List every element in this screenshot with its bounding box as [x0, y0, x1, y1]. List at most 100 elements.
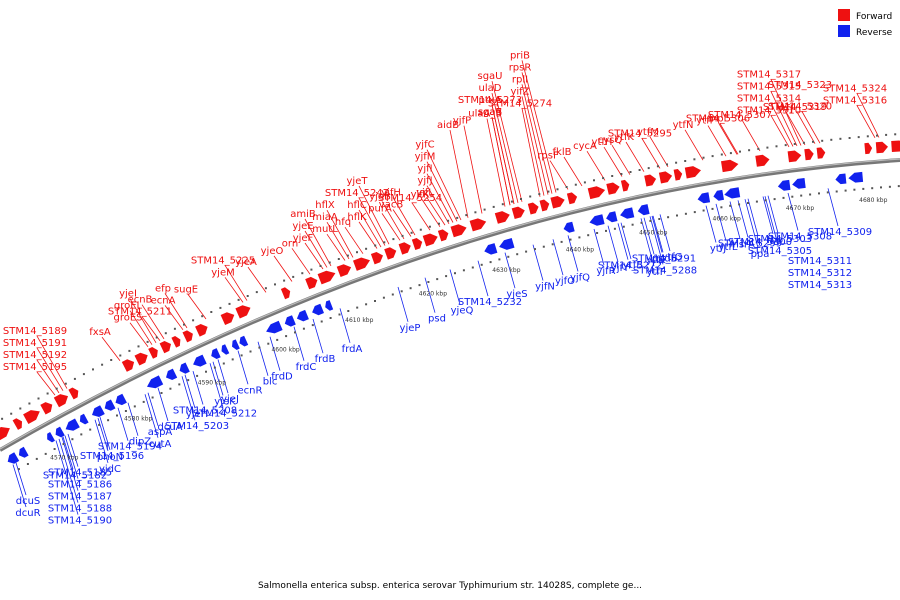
reverse-gene-label[interactable]: frdC — [296, 362, 317, 373]
forward-gene[interactable] — [550, 196, 565, 209]
forward-gene[interactable] — [539, 199, 550, 212]
forward-gene-label[interactable]: ytfM — [637, 127, 659, 138]
forward-gene-label[interactable]: STM14_5211 — [108, 307, 172, 318]
reverse-gene[interactable] — [221, 344, 230, 355]
reverse-gene-label[interactable]: dipZ — [129, 437, 151, 448]
forward-gene[interactable] — [353, 257, 370, 271]
forward-gene-label[interactable]: purA — [368, 203, 392, 214]
reverse-gene[interactable] — [484, 243, 498, 255]
reverse-gene[interactable] — [147, 375, 164, 389]
forward-gene-label[interactable]: STM14_5317 — [737, 70, 801, 81]
forward-gene[interactable] — [755, 154, 770, 167]
forward-gene[interactable] — [134, 352, 148, 366]
reverse-gene-label[interactable]: ytfE — [646, 255, 666, 266]
reverse-gene-label[interactable]: msrA — [729, 240, 755, 251]
forward-gene-label[interactable]: STM14_5274 — [488, 98, 552, 109]
forward-gene[interactable] — [398, 242, 411, 255]
forward-gene-label[interactable]: yjfH — [381, 188, 401, 199]
forward-gene[interactable] — [171, 336, 181, 348]
reverse-gene-label[interactable]: blc — [263, 377, 278, 388]
forward-gene-label[interactable]: yjfL — [416, 188, 434, 199]
reverse-gene-label[interactable]: STM14_5196 — [80, 451, 144, 462]
reverse-gene-label[interactable]: STM14_5188 — [48, 504, 112, 515]
forward-gene-label[interactable]: yjeI — [119, 289, 137, 300]
reverse-gene[interactable] — [47, 432, 55, 443]
reverse-gene-label[interactable]: yjfR — [596, 266, 615, 277]
reverse-gene[interactable] — [589, 214, 605, 226]
forward-gene[interactable] — [891, 140, 900, 153]
forward-gene-label[interactable]: yjfK — [411, 189, 430, 200]
forward-gene[interactable] — [336, 264, 352, 277]
forward-gene-label[interactable]: mpl — [708, 114, 727, 125]
reverse-gene[interactable] — [179, 362, 190, 374]
forward-gene-label[interactable]: hflC — [347, 200, 367, 211]
reverse-gene[interactable] — [239, 335, 249, 347]
reverse-gene[interactable] — [606, 211, 618, 223]
forward-gene-label[interactable]: ytfP — [696, 116, 715, 127]
forward-gene-label[interactable]: mutL — [312, 224, 338, 235]
reverse-gene-label[interactable]: frdD — [271, 372, 293, 383]
reverse-gene[interactable] — [697, 192, 711, 204]
forward-gene-label[interactable]: fxsA — [89, 327, 111, 338]
forward-gene-label[interactable]: ytfK — [614, 132, 634, 143]
forward-gene-label[interactable]: STM14_5247 — [325, 188, 389, 199]
reverse-gene-label[interactable]: yjeH — [186, 409, 208, 420]
forward-gene[interactable] — [280, 287, 291, 300]
forward-gene[interactable] — [148, 347, 158, 359]
forward-gene[interactable] — [53, 394, 68, 408]
forward-gene-label[interactable]: sgaU — [477, 71, 502, 82]
forward-gene-label[interactable]: rpsR — [509, 62, 532, 73]
reverse-gene-label[interactable]: STM14_5311 — [788, 256, 852, 267]
reverse-gene-label[interactable]: ytfF — [646, 267, 665, 278]
forward-gene[interactable] — [159, 341, 171, 354]
reverse-gene-label[interactable]: dcuA — [157, 422, 182, 433]
reverse-gene[interactable] — [499, 238, 515, 250]
reverse-gene-label[interactable]: STM14_5185 — [48, 468, 112, 479]
reverse-gene-label[interactable]: yjeQ — [451, 306, 474, 317]
forward-gene-label[interactable]: sgaE — [478, 107, 502, 118]
reverse-gene-label[interactable]: ytfB — [623, 260, 643, 271]
forward-gene[interactable] — [370, 252, 383, 265]
reverse-gene-label[interactable]: ecnR — [238, 385, 263, 396]
forward-gene-label[interactable]: STM14_5323 — [768, 80, 832, 91]
forward-gene[interactable] — [422, 233, 438, 247]
reverse-gene[interactable] — [713, 189, 724, 201]
reverse-gene-label[interactable]: yjfN — [535, 282, 555, 293]
forward-gene-label[interactable]: cysQ — [598, 135, 623, 146]
reverse-gene-label[interactable]: STM14_5288 — [633, 265, 697, 276]
forward-gene-label[interactable]: miaA — [312, 212, 338, 223]
forward-gene-label[interactable]: STM14_5273 — [458, 95, 522, 106]
reverse-gene[interactable] — [79, 413, 89, 425]
reverse-gene-label[interactable]: yjfQ — [570, 272, 590, 283]
reverse-gene-label[interactable]: STM14_5272 — [598, 261, 662, 272]
reverse-gene[interactable] — [296, 309, 309, 322]
reverse-gene-label[interactable]: dcuR — [15, 508, 40, 519]
reverse-gene-label[interactable]: STM14_5291 — [632, 254, 696, 265]
forward-gene[interactable] — [864, 142, 873, 155]
reverse-gene-label[interactable]: ppa — [751, 249, 770, 260]
reverse-gene-label[interactable]: STM14_5182 — [43, 470, 107, 481]
forward-gene-label[interactable]: fklB — [553, 147, 572, 158]
forward-gene[interactable] — [235, 305, 251, 319]
forward-gene-label[interactable]: STM14_5225 — [191, 255, 255, 266]
forward-gene[interactable] — [494, 211, 510, 224]
forward-gene[interactable] — [40, 402, 53, 415]
reverse-gene-label[interactable]: STM14_5203 — [165, 421, 229, 432]
forward-gene[interactable] — [23, 410, 40, 424]
forward-gene-label[interactable]: yjeB — [369, 191, 391, 202]
reverse-gene[interactable] — [312, 303, 324, 316]
forward-gene[interactable] — [721, 159, 739, 173]
reverse-gene[interactable] — [284, 315, 296, 327]
forward-gene[interactable] — [121, 359, 135, 372]
forward-gene[interactable] — [384, 247, 397, 260]
forward-gene-label[interactable]: aidB — [437, 120, 459, 131]
forward-gene-label[interactable]: amiB — [290, 209, 316, 220]
reverse-gene-label[interactable]: STM14_5232 — [458, 297, 522, 308]
reverse-gene[interactable] — [211, 348, 221, 359]
reverse-gene[interactable] — [792, 178, 806, 189]
forward-gene-label[interactable]: STM14_5191 — [3, 338, 67, 349]
forward-gene-label[interactable]: yjfP — [453, 116, 471, 127]
forward-gene-label[interactable]: orn — [282, 238, 298, 249]
forward-gene[interactable] — [587, 186, 606, 200]
forward-gene-label[interactable]: STM14_5314 — [737, 94, 801, 105]
